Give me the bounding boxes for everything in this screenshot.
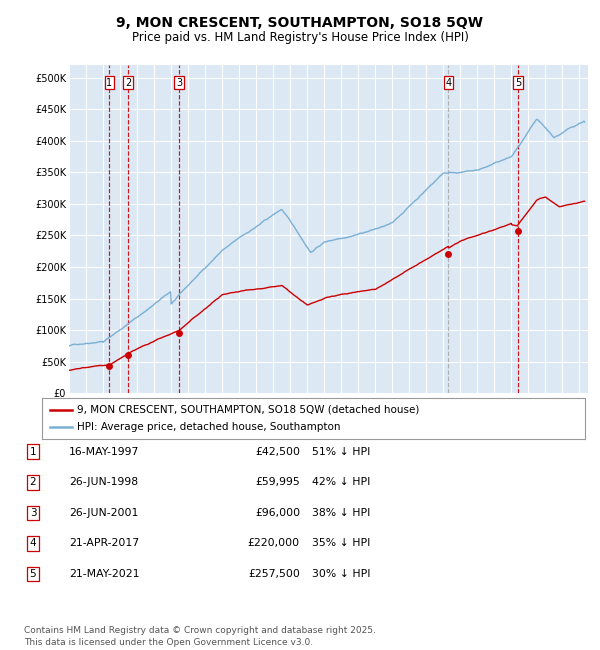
- Text: Price paid vs. HM Land Registry's House Price Index (HPI): Price paid vs. HM Land Registry's House …: [131, 31, 469, 44]
- Text: 9, MON CRESCENT, SOUTHAMPTON, SO18 5QW: 9, MON CRESCENT, SOUTHAMPTON, SO18 5QW: [116, 16, 484, 31]
- Text: 4: 4: [29, 538, 37, 549]
- Text: 51% ↓ HPI: 51% ↓ HPI: [312, 447, 370, 457]
- Text: 21-APR-2017: 21-APR-2017: [69, 538, 139, 549]
- Text: 26-JUN-1998: 26-JUN-1998: [69, 477, 138, 488]
- Text: 1: 1: [106, 77, 112, 88]
- Text: £257,500: £257,500: [248, 569, 300, 579]
- Text: 2: 2: [29, 477, 37, 488]
- Text: 42% ↓ HPI: 42% ↓ HPI: [312, 477, 370, 488]
- Text: 16-MAY-1997: 16-MAY-1997: [69, 447, 139, 457]
- Text: 3: 3: [29, 508, 37, 518]
- Text: 4: 4: [445, 77, 452, 88]
- Text: 35% ↓ HPI: 35% ↓ HPI: [312, 538, 370, 549]
- Text: £96,000: £96,000: [255, 508, 300, 518]
- Text: Contains HM Land Registry data © Crown copyright and database right 2025.
This d: Contains HM Land Registry data © Crown c…: [24, 626, 376, 647]
- Text: 5: 5: [515, 77, 521, 88]
- Text: 1: 1: [29, 447, 37, 457]
- Text: 26-JUN-2001: 26-JUN-2001: [69, 508, 139, 518]
- Text: 5: 5: [29, 569, 37, 579]
- Text: 9, MON CRESCENT, SOUTHAMPTON, SO18 5QW (detached house): 9, MON CRESCENT, SOUTHAMPTON, SO18 5QW (…: [77, 405, 419, 415]
- Text: £42,500: £42,500: [255, 447, 300, 457]
- Text: 3: 3: [176, 77, 182, 88]
- Text: 30% ↓ HPI: 30% ↓ HPI: [312, 569, 371, 579]
- Text: 38% ↓ HPI: 38% ↓ HPI: [312, 508, 370, 518]
- Text: £220,000: £220,000: [248, 538, 300, 549]
- Text: 21-MAY-2021: 21-MAY-2021: [69, 569, 139, 579]
- Text: HPI: Average price, detached house, Southampton: HPI: Average price, detached house, Sout…: [77, 422, 341, 432]
- Text: 2: 2: [125, 77, 131, 88]
- Text: £59,995: £59,995: [255, 477, 300, 488]
